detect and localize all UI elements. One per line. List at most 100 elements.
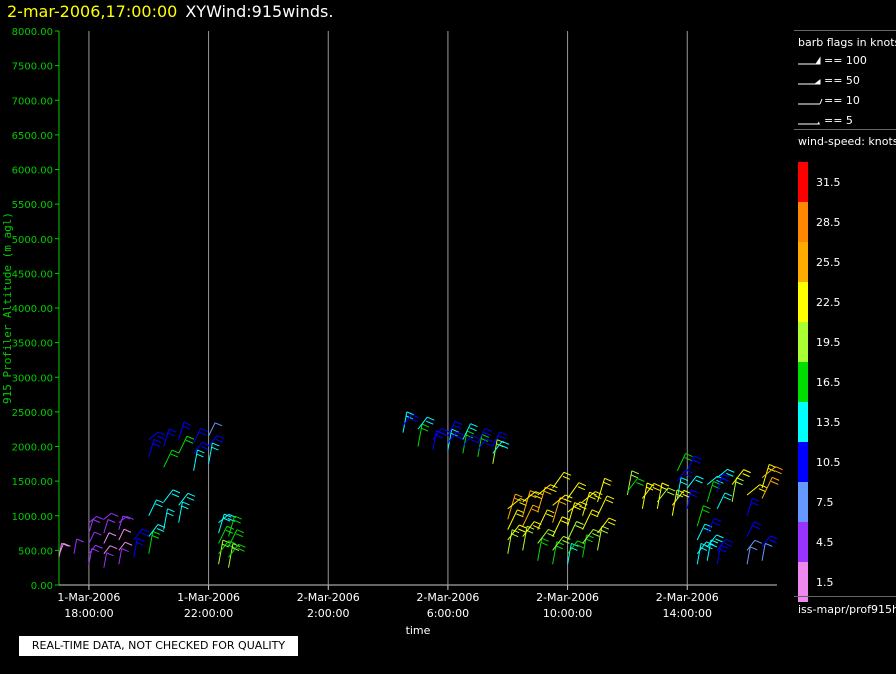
barb-shaft (761, 466, 776, 479)
barb-sample-icon (798, 56, 821, 65)
quality-notice: REAL-TIME DATA, NOT CHECKED FOR QUALITY (19, 636, 298, 656)
barb-feather (684, 457, 692, 462)
wind-barb (761, 542, 773, 561)
barb-feather (427, 416, 435, 421)
speed-bin-label: 25.5 (816, 256, 841, 269)
barb-feather (601, 525, 610, 530)
barb-sample-icon (798, 78, 821, 85)
wind-barb (148, 431, 166, 440)
wind-barb (552, 541, 564, 565)
barb-shaft (163, 489, 174, 503)
wind-barb (706, 480, 721, 503)
barb-shaft (706, 475, 718, 485)
y-tick-label: 6000.00 (12, 166, 53, 177)
barb-shaft (522, 504, 534, 527)
wind-barb (567, 540, 585, 555)
wind-barb (118, 515, 131, 530)
y-tick-label: 5000.00 (12, 235, 53, 246)
barb-feather (661, 482, 670, 487)
barb-feather (535, 491, 543, 496)
barb-shaft (567, 521, 577, 541)
barb-feather (775, 466, 783, 471)
barb-feather (735, 481, 743, 486)
wind-barb (522, 491, 543, 503)
barb-feather (95, 544, 103, 549)
barb-shaft (228, 515, 236, 537)
barb-shaft (507, 498, 521, 510)
barb-feather (519, 502, 527, 506)
barb-feather (466, 430, 475, 435)
barb-feather (222, 539, 231, 544)
barb-shaft (218, 526, 228, 544)
barb-shaft (686, 475, 697, 489)
barb-feather (107, 519, 116, 523)
wind-barb (656, 482, 670, 509)
barb-feather (501, 440, 510, 445)
barb-feather (578, 482, 587, 487)
barb-shaft (706, 481, 714, 503)
barb-feather (714, 518, 722, 522)
barb-shaft (716, 492, 726, 510)
barb-shaft (696, 541, 707, 555)
barb-shaft (163, 508, 168, 530)
barb-feather (172, 489, 181, 494)
barb-feather (689, 493, 697, 498)
barb-shaft (148, 499, 157, 516)
barb-feather (560, 520, 569, 525)
barb-feather (411, 414, 419, 419)
x-tick-time: 10:00:00 (543, 607, 592, 620)
barb-shaft (133, 538, 138, 558)
wind-barb (462, 430, 475, 454)
wind-barb (133, 528, 150, 541)
barb-feather (520, 498, 528, 502)
barb-shaft (522, 521, 535, 537)
barb-shaft (178, 436, 188, 454)
barb-shaft (148, 439, 155, 458)
barb-feather (759, 484, 768, 489)
barb-feather (186, 435, 195, 440)
barb-feather (141, 532, 149, 537)
barb-feather (212, 442, 220, 447)
barb-shaft (552, 471, 565, 489)
wind-barb (432, 430, 444, 451)
barb-feather (483, 431, 492, 436)
barb-layer (58, 411, 783, 568)
y-tick-label: 0.00 (31, 581, 53, 592)
barb-feather (772, 476, 780, 481)
wind-barb (676, 477, 689, 499)
wind-barb (417, 423, 430, 447)
barb-shaft (118, 548, 123, 565)
barb-feather (549, 488, 557, 493)
barb-shaft (537, 509, 548, 530)
legend-divider (794, 30, 896, 31)
barb-feather (515, 493, 523, 498)
barb-shaft (118, 541, 126, 551)
barb-shaft (208, 442, 213, 464)
barb-shaft (597, 495, 608, 516)
wind-barb (228, 515, 242, 537)
barb-shaft (746, 521, 755, 537)
barb-feather (454, 421, 463, 425)
y-axis-label: 915 Profiler Altitude (m agl) (1, 212, 14, 404)
barb-shaft (746, 539, 756, 551)
barb-feather (603, 481, 611, 486)
barb-shaft (567, 540, 579, 555)
barb-feather (156, 499, 164, 504)
barb-shaft (148, 431, 159, 440)
barb-feather (511, 529, 520, 534)
barb-feather (152, 530, 161, 535)
barb-feather (564, 498, 572, 503)
barb-shaft (716, 545, 722, 565)
wind-barb (582, 534, 594, 558)
barb-shaft (118, 515, 124, 530)
barb-shaft (582, 509, 593, 530)
barb-feather (499, 431, 508, 436)
barb-feather (555, 545, 563, 550)
barb-feather (758, 488, 767, 493)
barb-feather (484, 427, 493, 432)
wind-barb (477, 438, 494, 451)
speed-color-swatch (798, 402, 808, 442)
x-tick-date: 1-Mar-2006 (57, 591, 120, 604)
barb-shaft (477, 428, 486, 444)
barb-feather (636, 482, 644, 486)
